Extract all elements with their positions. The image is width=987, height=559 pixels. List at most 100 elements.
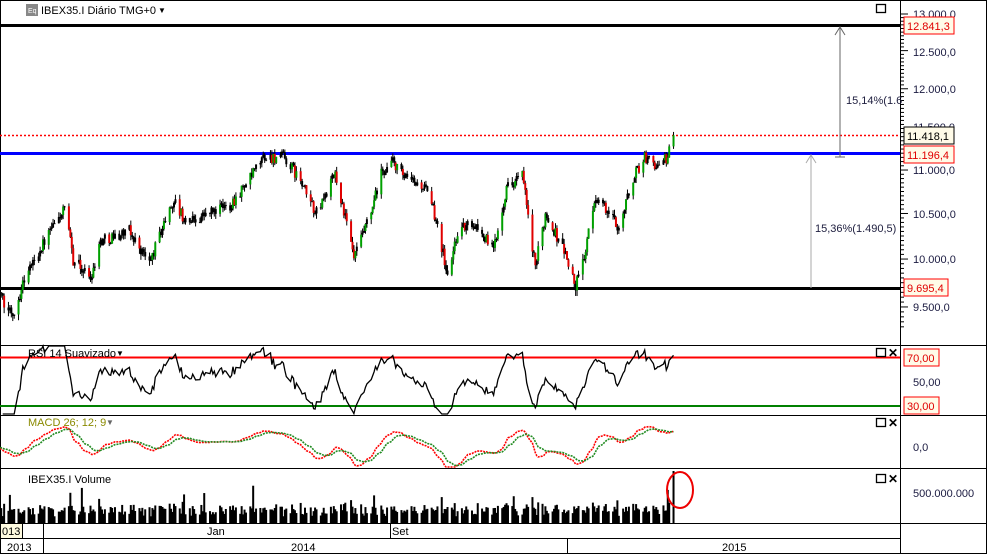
volume-bar <box>244 512 247 523</box>
rsi-maximize-icon[interactable] <box>875 347 887 358</box>
candle-body <box>456 236 459 243</box>
volume-bar <box>393 506 396 523</box>
candle-body <box>545 213 548 219</box>
volume-title-bar[interactable]: IBEX35.I Volume ✕ <box>28 472 898 486</box>
volume-bar <box>544 506 547 523</box>
volume-bar <box>455 516 458 523</box>
volume-bar <box>138 508 141 523</box>
candle-body <box>601 199 604 204</box>
candle-body <box>265 159 268 161</box>
title-dropdown-icon[interactable]: ▼ <box>158 6 166 15</box>
macd-title-bar[interactable]: MACD 26; 12; 9 ▼ ✕ <box>28 416 898 430</box>
candle-body <box>424 184 427 187</box>
volume-bar <box>11 509 14 523</box>
candle-body <box>204 212 207 216</box>
volume-bar <box>360 504 363 523</box>
volume-bar <box>432 509 435 523</box>
candle-body <box>591 210 594 229</box>
rsi-close-icon[interactable]: ✕ <box>888 346 898 360</box>
level-label-12841: 12.841,3 <box>907 21 950 33</box>
volume-bar <box>466 509 469 523</box>
volume-bar <box>232 505 235 523</box>
chart-title-bar[interactable]: Eq IBEX35.I Diário TMG+0 ▼ <box>26 3 887 17</box>
volume-bar <box>154 505 157 523</box>
volume-bar <box>149 516 152 523</box>
candle-body <box>341 203 344 205</box>
candle-body <box>475 224 478 230</box>
candle-body <box>191 216 194 222</box>
candle-body <box>604 202 607 214</box>
measure-arrow-upper[interactable]: 15,14%(1.6 <box>834 26 902 158</box>
maximize-icon[interactable] <box>875 3 887 14</box>
volume-bar <box>522 508 525 523</box>
candle-body <box>443 248 446 266</box>
candle-body <box>18 298 21 301</box>
volume-maximize-icon[interactable] <box>875 473 887 484</box>
candle-body <box>90 277 93 280</box>
svg-text:Eq: Eq <box>28 8 37 15</box>
candle-body <box>118 233 121 240</box>
candle-body <box>495 239 498 241</box>
volume-bar <box>515 511 518 523</box>
volume-bar <box>445 509 448 523</box>
candle-body <box>420 182 423 189</box>
candle-body <box>394 162 397 171</box>
macd-maximize-icon[interactable] <box>875 417 887 428</box>
candle-body <box>198 222 201 224</box>
volume-bar <box>637 509 640 523</box>
volume-bar <box>62 510 65 523</box>
candle-body <box>544 213 547 228</box>
rsi-title-bar[interactable]: RSI 14 Suavizado ▼ ✕ <box>28 346 898 360</box>
candle-body <box>269 154 272 160</box>
candle-body <box>485 234 488 242</box>
candle-body <box>263 154 266 161</box>
candle-body <box>339 182 342 204</box>
volume-bar <box>537 502 540 523</box>
volume-bar <box>27 507 30 523</box>
volume-bar <box>557 509 560 523</box>
candle-body <box>658 164 661 166</box>
candle-body <box>321 198 324 208</box>
macd-close-icon[interactable]: ✕ <box>888 416 898 430</box>
volume-bar <box>586 506 589 523</box>
volume-bar <box>3 503 6 523</box>
volume-bar <box>113 507 116 523</box>
volume-bar <box>332 506 335 523</box>
candle-body <box>109 243 112 245</box>
volume-bar <box>394 510 397 523</box>
volume-bar <box>341 510 344 523</box>
volume-bar <box>406 509 409 523</box>
volume-bar <box>571 513 574 523</box>
volume-bar <box>567 510 570 523</box>
volume-bar <box>524 508 527 523</box>
candle-body <box>315 207 318 214</box>
candle-body <box>386 167 389 173</box>
volume-bar <box>234 507 237 523</box>
candle-body <box>59 216 62 219</box>
candle-body <box>668 146 671 158</box>
candle-body <box>383 171 386 175</box>
candle-body <box>466 221 469 226</box>
candle-body <box>83 268 86 272</box>
candle-body <box>314 212 317 214</box>
candle-body <box>403 175 406 179</box>
macd-dropdown-icon[interactable]: ▼ <box>106 418 114 427</box>
rsi-dropdown-icon[interactable]: ▼ <box>116 349 124 358</box>
measure-label-upper: 15,14%(1.6 <box>846 95 902 107</box>
volume-bar <box>162 508 165 523</box>
candle-body <box>27 270 30 283</box>
candle-body <box>414 182 417 186</box>
level-lines[interactable] <box>0 24 900 290</box>
volume-close-icon[interactable]: ✕ <box>888 472 898 486</box>
volume-bar <box>390 506 393 523</box>
candle-body <box>587 228 590 239</box>
candle-body <box>623 209 626 214</box>
volume-bar <box>335 511 338 523</box>
volume-bar <box>384 515 387 523</box>
volume-bar <box>249 506 252 523</box>
volume-bar <box>655 507 658 523</box>
volume-bar <box>49 508 52 523</box>
volume-bar <box>604 504 607 523</box>
measure-arrow-lower[interactable]: 15,36%(1.490,5) <box>805 154 896 288</box>
